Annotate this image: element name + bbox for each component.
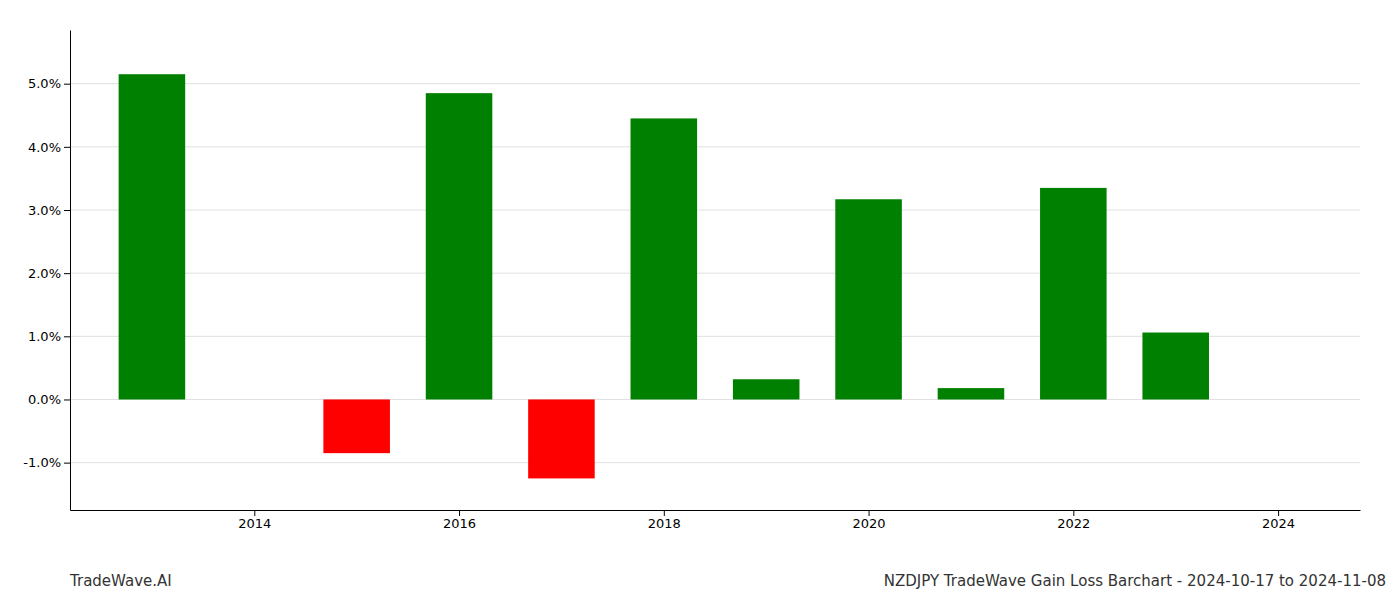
y-tick-mark [64, 336, 70, 337]
bar [1040, 188, 1107, 400]
y-tick-mark [64, 463, 70, 464]
footer-left: TradeWave.AI [69, 572, 172, 590]
title: NZDJPY TradeWave Gain Loss Barchart - 20… [884, 572, 1386, 590]
y-tick: 4.0% [28, 140, 70, 155]
y-tick: 0.0% [28, 392, 70, 407]
x-tick-label: 2016 [443, 516, 476, 531]
y-tick-mark [64, 84, 70, 85]
y-tick: 3.0% [28, 203, 70, 218]
bar [938, 388, 1005, 399]
y-tick-mark [64, 399, 70, 400]
x-tick-mark [664, 510, 665, 516]
x-tick-label: 2022 [1057, 516, 1090, 531]
bars [119, 74, 1209, 478]
bar [1142, 333, 1209, 400]
bar [323, 399, 390, 453]
x-tick: 2018 [648, 510, 681, 531]
x-tick-mark [869, 510, 870, 516]
y-tick: 1.0% [28, 329, 70, 344]
y-axis-line [70, 31, 71, 511]
grid [70, 84, 1360, 463]
y-tick-label: -1.0% [23, 455, 61, 470]
x-axis: 2014 2016 2018 2020 2022 2024 [71, 510, 1361, 531]
plot: -1.0%0.0%1.0%2.0%3.0%4.0%5.0%20142016201… [23, 31, 1360, 532]
y-tick-label: 3.0% [28, 203, 61, 218]
y-tick: 5.0% [28, 76, 70, 91]
x-tick: 2014 [238, 510, 271, 531]
x-tick-mark [1278, 510, 1279, 516]
y-tick: 2.0% [28, 266, 70, 281]
grid-line [70, 210, 1360, 211]
x-tick-mark [1073, 510, 1074, 516]
footer: TradeWave.AI NZDJPY TradeWave Gain Loss B… [69, 572, 1386, 590]
bar [119, 74, 186, 399]
x-axis-line [71, 510, 1361, 511]
y-tick: -1.0% [23, 455, 70, 470]
y-tick-label: 2.0% [28, 266, 61, 281]
y-axis: -1.0% 0.0% 1.0% 2.0% 3.0% 4.0% 5.0% [23, 31, 70, 511]
x-tick: 2024 [1262, 510, 1295, 531]
grid-line [70, 146, 1360, 147]
bar [733, 379, 800, 399]
bar [528, 399, 595, 478]
bar [835, 199, 902, 399]
grid-line [70, 273, 1360, 274]
y-tick-mark [64, 210, 70, 211]
x-tick: 2016 [443, 510, 476, 531]
x-tick-mark [254, 510, 255, 516]
y-tick-mark [64, 147, 70, 148]
y-tick-label: 0.0% [28, 392, 61, 407]
y-tick-label: 1.0% [28, 329, 61, 344]
grid-line [70, 83, 1360, 84]
x-tick: 2022 [1057, 510, 1090, 531]
y-tick-mark [64, 273, 70, 274]
x-tick-label: 2020 [853, 516, 886, 531]
x-tick: 2020 [853, 510, 886, 531]
x-tick-label: 2018 [648, 516, 681, 531]
y-tick-label: 4.0% [28, 140, 61, 155]
bar [426, 93, 493, 399]
chart: -1.0%0.0%1.0%2.0%3.0%4.0%5.0%20142016201… [0, 0, 1400, 600]
x-tick-label: 2024 [1262, 516, 1295, 531]
bar [631, 118, 698, 399]
x-tick-label: 2014 [238, 516, 271, 531]
grid-line [70, 462, 1360, 463]
x-tick-mark [459, 510, 460, 516]
y-tick-label: 5.0% [28, 76, 61, 91]
